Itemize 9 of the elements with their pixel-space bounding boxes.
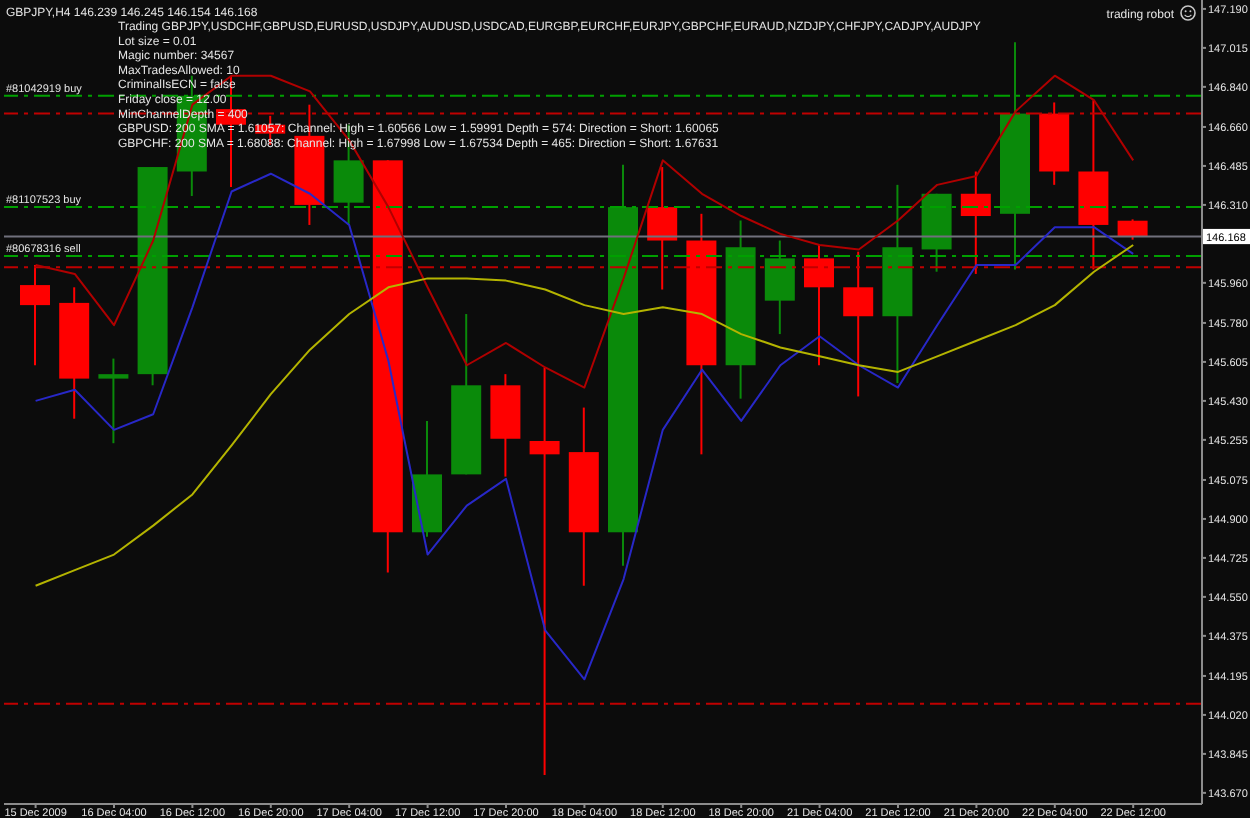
candlestick (1117, 218, 1148, 241)
candlestick (529, 366, 560, 777)
candlestick (843, 250, 874, 398)
candlestick (98, 357, 129, 445)
candlestick (764, 239, 795, 336)
candlestick (647, 166, 678, 291)
candlestick (804, 243, 834, 367)
candlestick (960, 170, 991, 275)
candlestick (20, 264, 50, 367)
